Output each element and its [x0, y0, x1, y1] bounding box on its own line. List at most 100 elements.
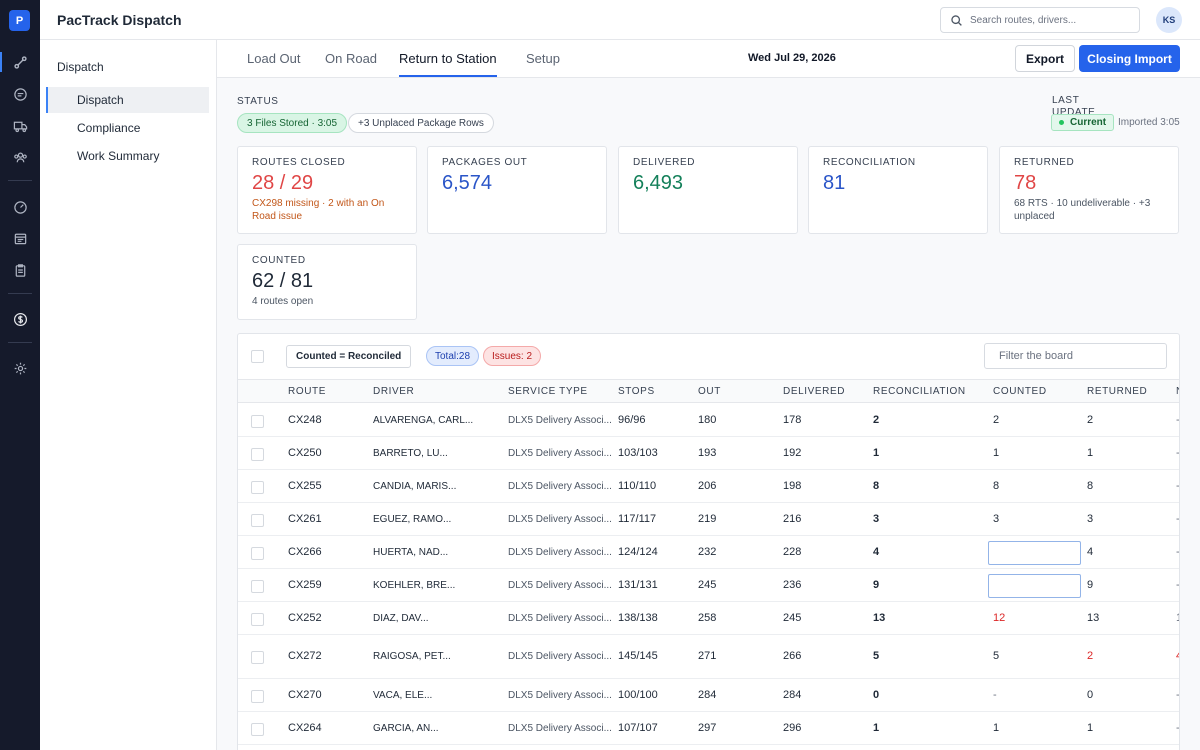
users-icon[interactable]: [0, 143, 40, 171]
service-type-cell: DLX5 Delivery Associ...: [508, 514, 612, 525]
stat-card-delivered[interactable]: DELIVERED 6,493: [618, 146, 798, 234]
stops-cell: 107/107: [618, 722, 658, 734]
route-cell[interactable]: CX259: [288, 579, 322, 591]
out-cell: 245: [698, 579, 717, 591]
table-row[interactable]: CX272 RAIGOSA, PET... DLX5 Delivery Associ…: [238, 635, 1179, 679]
counted-cell[interactable]: 3: [993, 513, 1000, 525]
route-cell[interactable]: CX264: [288, 722, 322, 734]
row-checkbox[interactable]: [251, 415, 264, 428]
returned-cell: 3: [1087, 513, 1094, 525]
col-delivered[interactable]: DELIVERED: [783, 386, 846, 397]
route-cell[interactable]: CX261: [288, 513, 322, 525]
row-checkbox[interactable]: [251, 580, 264, 593]
route-icon[interactable]: [0, 48, 40, 76]
col-stops[interactable]: STOPS: [618, 386, 655, 397]
user-avatar[interactable]: KS: [1156, 7, 1182, 33]
counted-input[interactable]: [988, 541, 1081, 565]
counted-cell[interactable]: 1: [993, 447, 1000, 459]
stat-card-returned[interactable]: RETURNED 78 68 RTS · 10 undeliverable · +3…: [999, 146, 1179, 234]
counted-cell[interactable]: 12: [993, 612, 1006, 624]
col-route[interactable]: ROUTE: [288, 386, 326, 397]
truck-icon[interactable]: [0, 112, 40, 140]
dollar-icon[interactable]: [0, 305, 40, 333]
current-status-badge: Current: [1051, 114, 1115, 131]
route-cell[interactable]: CX252: [288, 612, 322, 624]
search-box[interactable]: [940, 7, 1140, 33]
counted-cell[interactable]: 2: [993, 414, 1000, 426]
sidebar-item-work-summary[interactable]: Work Summary: [77, 149, 160, 163]
route-cell[interactable]: CX250: [288, 447, 322, 459]
col-returned[interactable]: RETURNED: [1087, 386, 1148, 397]
out-cell: 284: [698, 689, 717, 701]
stat-card-routes-closed[interactable]: ROUTES CLOSED 28 / 29 CX298 missing · 2 wi…: [237, 146, 417, 234]
gauge-icon[interactable]: [0, 193, 40, 221]
counted-cell[interactable]: 8: [993, 480, 1000, 492]
driver-cell: ALVARENGA, CARL...: [373, 415, 474, 426]
sidebar-item-dispatch[interactable]: Dispatch: [46, 87, 209, 113]
table-row[interactable]: CX266 HUERTA, NAD... DLX5 Delivery Associ.…: [238, 536, 1179, 569]
stat-card-counted[interactable]: COUNTED 62 / 81 4 routes open: [237, 244, 417, 320]
table-row[interactable]: CX250 BARRETO, LU... DLX5 Delivery Associ.…: [238, 437, 1179, 470]
stat-title: ROUTES CLOSED: [252, 157, 346, 168]
table-row[interactable]: CX270 VACA, ELE... DLX5 Delivery Associ...…: [238, 679, 1180, 712]
delivered-cell: 284: [783, 689, 802, 701]
counted-input[interactable]: [988, 574, 1081, 598]
row-checkbox[interactable]: [251, 613, 264, 626]
table-row[interactable]: CX259 KOEHLER, BRE... DLX5 Delivery Associ…: [238, 569, 1179, 602]
sidebar-section-title: Dispatch: [57, 60, 104, 74]
counted-reconciled-toggle[interactable]: Counted = Reconciled: [286, 345, 412, 368]
returned-cell: 2: [1087, 650, 1094, 662]
app-logo[interactable]: P: [9, 10, 30, 31]
gear-icon[interactable]: [0, 354, 40, 382]
row-checkbox[interactable]: [251, 690, 264, 703]
next-column-cell: -: [1176, 689, 1180, 701]
clipboard-icon[interactable]: [0, 256, 40, 284]
route-cell[interactable]: CX266: [288, 546, 322, 558]
board-filter-input[interactable]: [984, 343, 1167, 369]
row-checkbox[interactable]: [251, 481, 264, 494]
closing-import-button[interactable]: Closing Import: [1079, 45, 1180, 72]
row-checkbox[interactable]: [251, 448, 264, 461]
counted-cell[interactable]: 5: [993, 650, 1000, 662]
total-tag[interactable]: Total:28: [426, 346, 480, 366]
stat-card-reconciliation[interactable]: RECONCILIATION 81: [808, 146, 988, 234]
row-checkbox[interactable]: [251, 547, 264, 560]
table-row[interactable]: CX252 DIAZ, DAV... DLX5 Delivery Associ...…: [238, 602, 1179, 635]
files-stored-pill: 3 Files Stored · 3:05: [237, 113, 348, 133]
row-checkbox[interactable]: [251, 514, 264, 527]
stat-card-packages-out[interactable]: PACKAGES OUT 6,574: [427, 146, 607, 234]
route-cell[interactable]: CX255: [288, 480, 322, 492]
chat-icon[interactable]: [0, 80, 40, 108]
counted-cell[interactable]: 1: [993, 722, 1000, 734]
tab-setup[interactable]: Setup: [526, 51, 560, 66]
col-service-type[interactable]: SERVICE TYPE: [508, 386, 588, 397]
tab-return-to-station[interactable]: Return to Station: [399, 51, 497, 77]
route-cell[interactable]: CX270: [288, 689, 322, 701]
table-row[interactable]: CX248 ALVARENGA, CARL... DLX5 Delivery Ass…: [238, 404, 1179, 437]
select-all-checkbox[interactable]: [251, 350, 264, 363]
issues-tag[interactable]: Issues: 2: [483, 346, 542, 366]
table-row[interactable]: CX255 CANDIA, MARIS... DLX5 Delivery Assoc…: [238, 470, 1179, 503]
returned-cell: 1: [1087, 722, 1094, 734]
col-counted[interactable]: COUNTED: [993, 386, 1047, 397]
stat-value: 6,574: [442, 172, 493, 194]
col-out[interactable]: OUT: [698, 386, 721, 397]
col-next[interactable]: N: [1176, 386, 1179, 397]
col-reconciliation[interactable]: RECONCILIATION: [873, 386, 966, 397]
export-button[interactable]: Export: [1015, 45, 1075, 72]
search-icon: [951, 14, 962, 26]
tab-load-out[interactable]: Load Out: [247, 51, 301, 66]
unplaced-rows-pill[interactable]: +3 Unplaced Package Rows: [348, 113, 494, 133]
col-driver[interactable]: DRIVER: [373, 386, 415, 397]
table-row[interactable]: CX264 GARCIA, AN... DLX5 Delivery Associ..…: [238, 712, 1179, 745]
search-input[interactable]: [970, 14, 1130, 26]
table-row[interactable]: CX261 EGUEZ, RAMO... DLX5 Delivery Associ.…: [238, 503, 1179, 536]
tab-on-road[interactable]: On Road: [325, 51, 378, 66]
route-cell[interactable]: CX272: [288, 650, 322, 662]
counted-cell[interactable]: -: [993, 689, 997, 701]
row-checkbox[interactable]: [251, 651, 264, 664]
route-cell[interactable]: CX248: [288, 414, 322, 426]
sidebar-item-compliance[interactable]: Compliance: [77, 121, 141, 135]
row-checkbox[interactable]: [251, 723, 264, 736]
calendar-icon[interactable]: [0, 224, 40, 252]
